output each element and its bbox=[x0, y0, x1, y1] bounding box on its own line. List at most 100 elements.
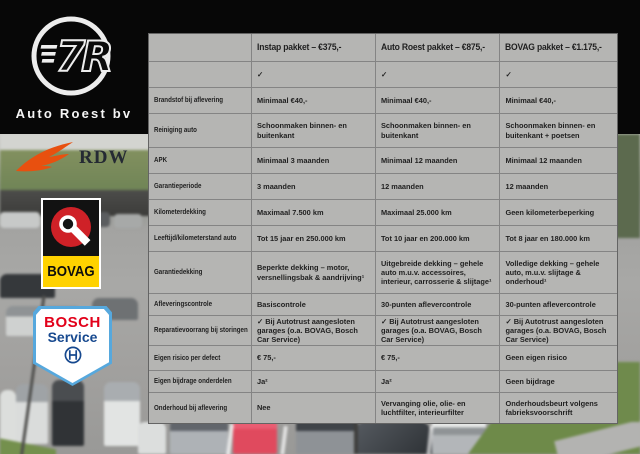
table-cell: Geen bijdrage bbox=[500, 371, 617, 393]
rdw-wordmark: RDW bbox=[79, 147, 129, 168]
table-cell: Nee bbox=[252, 393, 376, 423]
photo-car-shape bbox=[170, 418, 228, 454]
row-label: Reiniging auto bbox=[149, 114, 252, 148]
photo-car-shape bbox=[356, 420, 432, 454]
table-cell: Schoonmaken binnen- en buitenkant bbox=[375, 114, 501, 148]
bosch-wordmark: BOSCH bbox=[44, 314, 101, 331]
table-row: Brandstof bij aflevering Minimaal €40,- Mi… bbox=[149, 88, 617, 114]
rdw-logo: RDW bbox=[15, 140, 128, 176]
table-cell: Basiscontrole bbox=[251, 294, 376, 316]
table-cell: Volledige dekking – gehele auto, m.u.v. … bbox=[500, 252, 617, 294]
photo-parking-line bbox=[280, 425, 288, 454]
table-cell: € 75,- bbox=[251, 346, 376, 371]
table-cell: Maximaal 25.000 km bbox=[375, 200, 501, 226]
row-label: Kilometerdekking bbox=[149, 200, 252, 226]
table-cell: Tot 10 jaar en 200.000 km bbox=[375, 226, 501, 252]
column-header: Auto Roest pakket – €875,- bbox=[375, 34, 501, 62]
table-cell: Tot 8 jaar en 180.000 km bbox=[500, 226, 617, 252]
table-cell: Minimaal €40,- bbox=[251, 88, 376, 114]
column-header: BOVAG pakket – €1.175,- bbox=[500, 34, 617, 62]
bosch-armature-icon bbox=[64, 346, 81, 364]
table-cell: Geen eigen risico bbox=[500, 346, 617, 371]
bovag-emblem bbox=[43, 200, 99, 256]
rdw-wing-icon bbox=[16, 142, 73, 172]
bovag-wheel-icon bbox=[51, 207, 91, 247]
table-row: Eigen risico per defect € 75,- € 75,- Geen … bbox=[149, 346, 617, 371]
photo-car-shape bbox=[0, 390, 16, 442]
photo-sky bbox=[0, 134, 150, 152]
table-row: Onderhoud bij aflevering Nee Vervanging ol… bbox=[149, 393, 617, 423]
table-cell: Uitgebreide dekking – gehele auto m.u.v.… bbox=[375, 252, 501, 294]
table-row: APK Minimaal 3 maanden Minimaal 12 maanden… bbox=[149, 148, 617, 174]
brand-block: 7R Auto Roest bv bbox=[0, 0, 148, 134]
brand-name: Auto Roest bv bbox=[15, 106, 133, 121]
photo-car-shape bbox=[138, 422, 166, 454]
table-cell: Minimaal 12 maanden bbox=[375, 148, 501, 174]
row-label: APK bbox=[149, 148, 252, 174]
table-row: Garantiedekking Beperkte dekking – motor,… bbox=[149, 252, 617, 294]
table-cell: Ja² bbox=[251, 371, 376, 393]
table-cell: ✓ bbox=[375, 62, 501, 88]
table-cell: Maximaal 7.500 km bbox=[251, 200, 376, 226]
table-cell: 3 maanden bbox=[251, 174, 376, 200]
bosch-service-label: Service bbox=[47, 329, 98, 345]
table-cell: Minimaal €40,- bbox=[500, 88, 617, 114]
auto-roest-logo-icon: 7R bbox=[31, 16, 115, 96]
row-label: Eigen bijdrage onderdelen bbox=[149, 371, 252, 393]
table-cell: ✓ bbox=[251, 62, 376, 88]
table-cell: Schoonmaken binnen- en buitenkant bbox=[251, 114, 376, 148]
row-label: Onderhoud bij aflevering bbox=[149, 393, 252, 423]
table-cell: Ja² bbox=[375, 371, 501, 393]
row-label: Garantiedekking bbox=[149, 252, 252, 294]
row-label: Garantieperiode bbox=[149, 174, 252, 200]
bovag-wordmark-bar: BOVAG bbox=[43, 256, 99, 287]
auto-roest-monogram: 7R bbox=[56, 32, 110, 81]
bovag-logo: BOVAG bbox=[41, 198, 101, 289]
table-row: Garantieperiode 3 maanden 12 maanden 12 maa… bbox=[149, 174, 617, 200]
table-cell: Schoonmaken binnen- en buitenkant + poet… bbox=[500, 114, 617, 148]
header-empty-cell bbox=[149, 34, 252, 62]
table-row: Leeftijd/kilometerstand auto Tot 15 jaar … bbox=[149, 226, 617, 252]
bovag-wordmark: BOVAG bbox=[47, 263, 95, 280]
table-cell: 12 maanden bbox=[500, 174, 617, 200]
table-cell: Minimaal €40,- bbox=[375, 88, 501, 114]
table-cell: Onderhoudsbeurt volgens fabrieksvoorschr… bbox=[505, 398, 598, 417]
table-cell: Tot 15 jaar en 250.000 km bbox=[251, 226, 376, 252]
table-cell: ✓ Bij Autotrust aangesloten garages (o.a… bbox=[251, 316, 376, 346]
table-row: Eigen bijdrage onderdelen Ja² Ja² Geen bijd… bbox=[149, 371, 617, 393]
table-cell: ✓ Bij Autotrust aangesloten garages (o.a… bbox=[500, 316, 617, 346]
row-label: Leeftijd/kilometerstand auto bbox=[149, 226, 252, 252]
table-row: Afleveringscontrole Basiscontrole 30-punte… bbox=[149, 294, 617, 316]
bosch-sign-face: BOSCH Service bbox=[36, 309, 109, 383]
photo-car-shape bbox=[104, 382, 140, 446]
table-row: Reparatievoorrang bij storingen ✓ Bij Aut… bbox=[149, 316, 617, 346]
table-cell: Minimaal 3 maanden bbox=[251, 148, 376, 174]
table-cell: Minimaal 12 maanden bbox=[500, 148, 617, 174]
row-label bbox=[149, 62, 252, 88]
table-row: Kilometerdekking Maximaal 7.500 km Maximaa… bbox=[149, 200, 617, 226]
column-header: Instap pakket – €375,- bbox=[251, 34, 376, 62]
table-cell: Beperkte dekking – motor, versnellingsba… bbox=[251, 252, 376, 294]
photo-car-shape bbox=[16, 384, 48, 444]
table-cell: 30-punten aflevercontrole bbox=[375, 294, 501, 316]
photo-parked-cars-row bbox=[0, 212, 40, 228]
row-label: Brandstof bij aflevering bbox=[149, 88, 252, 114]
table-cell: ✓ bbox=[500, 62, 617, 88]
table-cell: ✓ Bij Autotrust aangesloten garages (o.a… bbox=[375, 316, 501, 346]
table-row: ✓ ✓ ✓ bbox=[149, 62, 617, 88]
table-cell: Geen kilometerbeperking bbox=[500, 200, 617, 226]
package-comparison-table: Instap pakket – €375,- Auto Roest pakket … bbox=[148, 33, 618, 424]
table-row: Reiniging auto Schoonmaken binnen- en bui… bbox=[149, 114, 617, 148]
table-cell: 12 maanden bbox=[375, 174, 501, 200]
table-cell: € 75,- bbox=[375, 346, 501, 371]
photo-car-shape bbox=[52, 380, 84, 446]
table-header-row: Instap pakket – €375,- Auto Roest pakket … bbox=[149, 34, 617, 62]
row-label: Afleveringscontrole bbox=[149, 294, 252, 316]
table-cell: 30-punten aflevercontrole bbox=[500, 294, 617, 316]
photo-car-shape bbox=[233, 418, 277, 454]
row-label: Reparatievoorrang bij storingen bbox=[149, 316, 252, 346]
photo-parked-cars-row bbox=[114, 214, 142, 228]
table-cell: Vervanging olie, olie- en luchtfilter, i… bbox=[376, 393, 501, 423]
row-label: Eigen risico per defect bbox=[149, 346, 252, 371]
